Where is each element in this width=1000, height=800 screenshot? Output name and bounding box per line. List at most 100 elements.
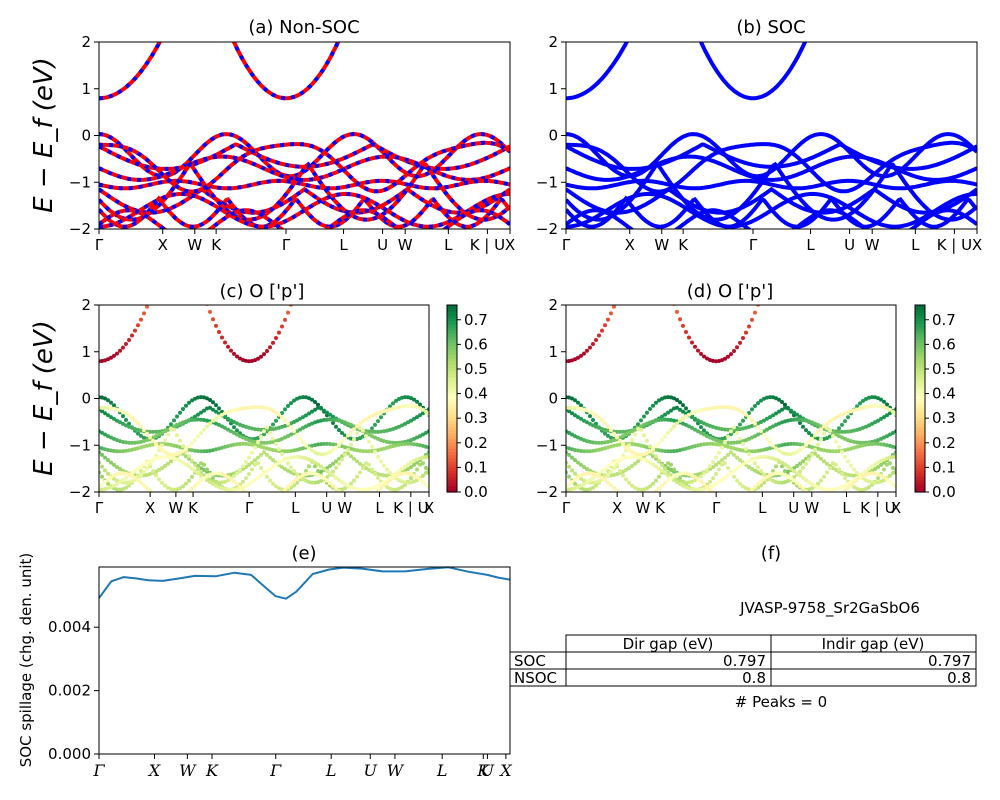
projection-point <box>223 340 227 345</box>
projection-point <box>349 454 353 459</box>
colorbar-segment <box>447 333 457 337</box>
projection-point <box>591 475 595 480</box>
projection-point <box>373 429 377 434</box>
projection-point <box>139 473 143 477</box>
projection-point <box>639 452 643 457</box>
projection-point <box>397 469 401 473</box>
panel-b-ytick-label: 1 <box>548 80 558 98</box>
projection-point <box>663 481 667 485</box>
projection-point <box>690 425 694 430</box>
projection-point <box>606 439 610 444</box>
projection-point <box>154 469 158 474</box>
projection-point <box>367 415 371 420</box>
projection-point <box>678 482 682 486</box>
colorbar-segment <box>915 379 925 384</box>
projection-point <box>708 464 712 469</box>
band-line-soc <box>566 140 977 194</box>
projection-point <box>259 466 263 470</box>
projection-point <box>621 434 625 439</box>
projection-point <box>702 471 706 476</box>
colorbar-segment <box>447 336 457 340</box>
colorbar-segment <box>915 451 925 456</box>
projection-point <box>133 469 137 473</box>
projection-point <box>271 458 275 463</box>
projection-point <box>675 398 679 402</box>
projection-point <box>334 459 338 464</box>
projection-point <box>777 443 781 448</box>
projection-point <box>882 435 886 440</box>
projection-point <box>376 488 380 492</box>
projection-point <box>582 465 586 470</box>
projection-point <box>289 425 293 430</box>
projection-point <box>145 472 149 477</box>
projection-point <box>711 358 715 363</box>
projection-point <box>100 359 104 363</box>
projection-point <box>271 436 275 441</box>
projection-point <box>376 419 380 424</box>
projection-point <box>280 411 284 415</box>
projection-point <box>654 447 658 452</box>
projection-point <box>178 410 182 415</box>
projection-point <box>684 422 688 427</box>
colorbar-segment <box>447 429 457 434</box>
projection-point <box>367 432 371 437</box>
projection-point <box>711 406 715 411</box>
projection-point <box>226 427 230 432</box>
projection-point <box>864 405 868 410</box>
colorbar-segment <box>447 410 457 415</box>
projection-point <box>376 472 380 476</box>
projection-point <box>280 449 284 454</box>
projection-point <box>774 446 778 451</box>
projection-point <box>301 425 305 430</box>
projection-point <box>106 398 110 403</box>
projection-point <box>603 446 607 451</box>
panel-c-xtick-label: K <box>188 499 199 517</box>
projection-point <box>334 424 338 429</box>
projection-point <box>870 421 874 426</box>
projection-point <box>669 462 673 467</box>
projection-point <box>157 441 161 446</box>
projection-point <box>178 458 182 463</box>
projection-point <box>840 435 844 440</box>
projection-point <box>355 499 359 503</box>
projection-point <box>600 418 604 423</box>
projection-point <box>720 439 724 444</box>
projection-point <box>217 411 221 416</box>
projection-point <box>579 436 583 441</box>
projection-point <box>834 415 838 420</box>
projection-point <box>358 436 362 441</box>
projection-point <box>178 421 182 426</box>
projection-point <box>190 448 194 453</box>
projection-point <box>178 486 182 491</box>
projection-point <box>112 403 116 408</box>
projection-point <box>864 424 868 429</box>
projection-point <box>220 412 224 417</box>
projection-point <box>268 431 272 435</box>
projection-point <box>651 481 655 486</box>
projection-point <box>202 418 206 422</box>
projection-point <box>786 479 790 483</box>
projection-point <box>885 434 889 439</box>
projection-point <box>205 449 209 454</box>
projection-point <box>223 425 227 430</box>
projection-point <box>864 472 868 477</box>
projection-point <box>127 424 131 429</box>
projection-point <box>322 441 326 446</box>
projection-point <box>612 486 616 491</box>
projection-point <box>798 461 802 466</box>
projection-point <box>675 472 679 477</box>
projection-point <box>244 483 248 488</box>
projection-point <box>232 430 236 435</box>
projection-point <box>567 430 571 435</box>
projection-point <box>609 435 613 440</box>
panel-c-xtick-label: X <box>145 499 155 517</box>
projection-point <box>867 423 871 428</box>
projection-point <box>822 474 826 479</box>
projection-point <box>864 442 868 447</box>
projection-point <box>415 435 419 440</box>
projection-point <box>268 427 272 432</box>
projection-point <box>262 471 266 476</box>
projection-point <box>223 487 227 491</box>
projection-point <box>196 471 200 476</box>
projection-point <box>394 487 398 492</box>
